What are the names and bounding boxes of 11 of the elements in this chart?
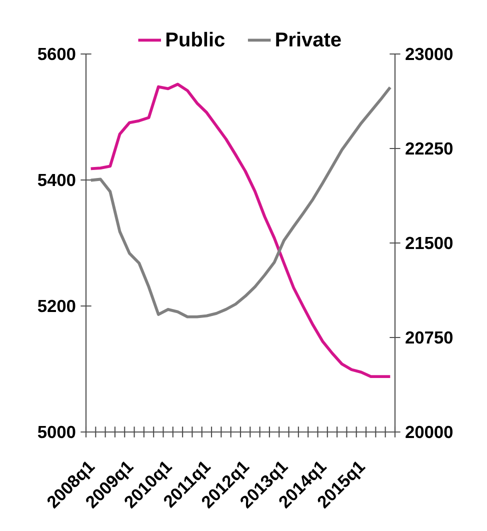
y2-tick-label: 20750 [406,331,453,344]
legend-label: Public [166,32,225,47]
y-tick-label: 5400 [38,174,76,186]
y2-tick-label: 21500 [406,236,453,250]
y-tick-label: 5600 [38,48,76,60]
legend-label: Private [276,32,341,47]
y-tick-label: 5200 [38,300,76,312]
y2-tick-label: 20000 [406,426,453,438]
y2-tick-label: 22250 [406,142,453,155]
y2-tick-label: 23000 [406,48,453,60]
y-tick-label: 5000 [38,426,76,438]
